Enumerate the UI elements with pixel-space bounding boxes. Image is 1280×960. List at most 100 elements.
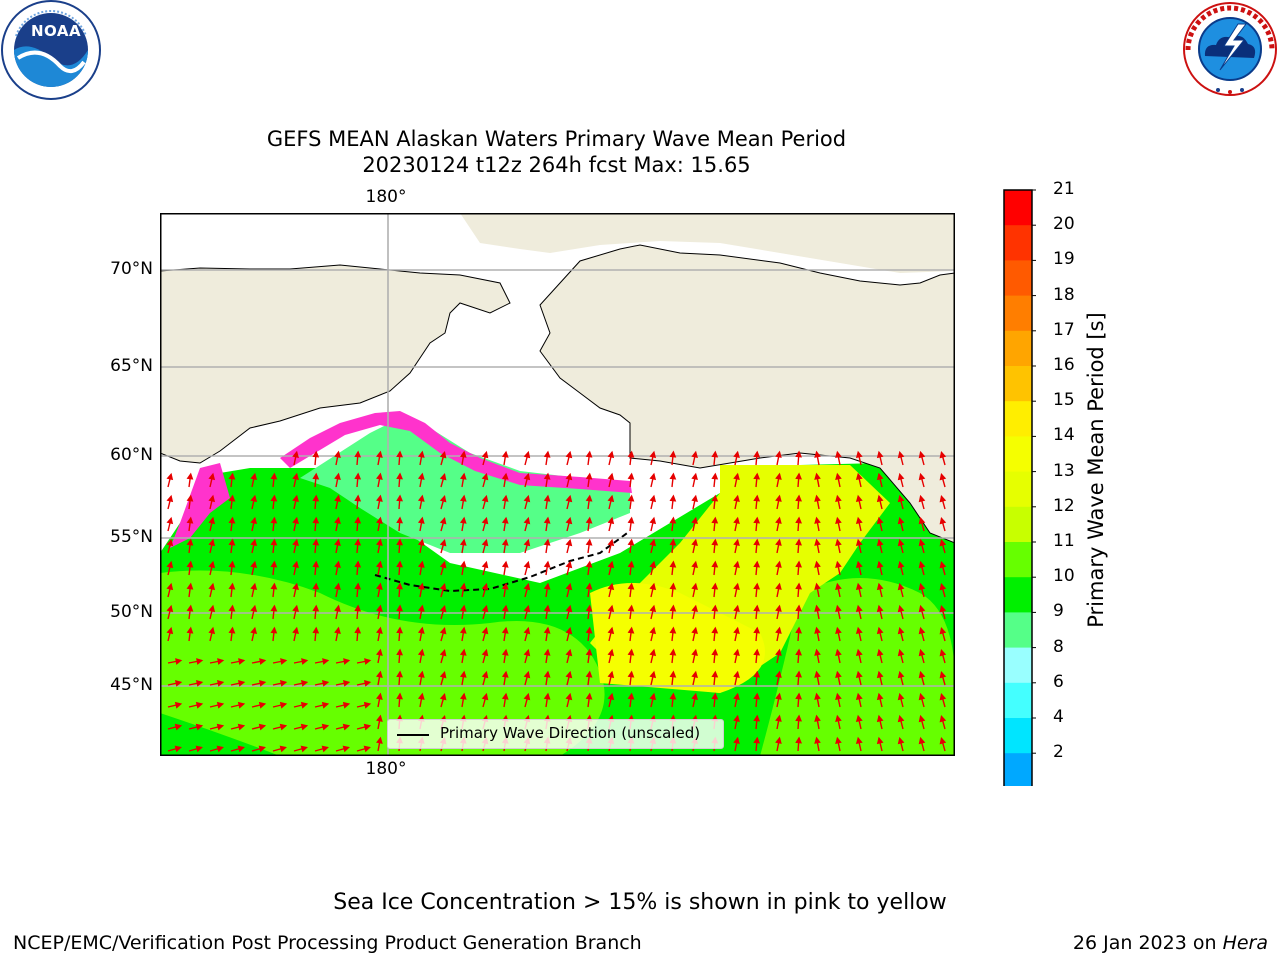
colorbar-tick-label: 21	[1053, 179, 1075, 199]
wave-arrow-head	[918, 648, 926, 657]
wave-arrow-head	[691, 648, 698, 657]
wave-arrow-head	[208, 560, 216, 569]
wave-arrow-head	[855, 648, 863, 657]
wave-arrow-head	[649, 450, 657, 459]
colorbar-tick-label: 2	[1053, 742, 1064, 763]
wave-arrow-head	[753, 472, 761, 480]
wave-arrow-head	[166, 582, 174, 591]
wave-arrow-head	[753, 516, 761, 524]
wave-arrow-head	[417, 494, 425, 502]
map-gridlines	[160, 213, 955, 756]
wave-arrow-head	[208, 516, 216, 525]
colorbar-segment	[1004, 542, 1032, 578]
wave-arrow-head	[459, 450, 467, 458]
wave-arrow-head	[691, 692, 698, 701]
wave-arrow-head	[585, 516, 593, 524]
wave-arrow-head	[565, 494, 573, 503]
wave-arrow-head	[354, 538, 362, 546]
wave-arrow-head	[334, 450, 341, 459]
wave-arrow-head	[691, 494, 698, 503]
colorbar-segment	[1004, 436, 1032, 473]
wave-arrow-head	[376, 516, 383, 524]
wave-arrow-head	[814, 692, 821, 700]
wave-arrow-head	[312, 472, 320, 480]
wave-arrow-head	[669, 450, 677, 458]
wave-arrow-head	[208, 626, 216, 635]
wave-arrow-head	[627, 560, 635, 568]
wave-arrow-head	[814, 472, 821, 480]
wave-arrow-head	[855, 714, 863, 723]
wave-arrow-head	[835, 538, 842, 547]
wave-arrow-head	[501, 494, 509, 502]
wave-arrow-head	[417, 516, 425, 524]
wave-arrow-head	[396, 516, 403, 524]
wave-arrow-head	[342, 680, 351, 687]
wave-arrow-head	[481, 494, 489, 503]
wave-arrow-head	[814, 604, 821, 612]
wave-arrow-head	[814, 560, 821, 568]
wave-arrow-head	[918, 516, 926, 525]
wave-arrow-head	[855, 472, 863, 481]
wave-arrow-head	[607, 560, 615, 569]
wave-arrow-head	[897, 692, 905, 701]
wave-arrow-head	[607, 494, 615, 503]
wave-arrow-head	[918, 560, 926, 569]
wave-arrow-head	[270, 516, 278, 524]
wave-arrow-head	[711, 670, 719, 678]
wave-arrow-head	[459, 582, 467, 590]
wave-arrow-head	[417, 648, 425, 656]
wave-arrow-head	[186, 582, 194, 590]
wave-arrow-head	[918, 494, 926, 503]
wave-arrow-head	[939, 451, 947, 459]
wave-arrow-head	[270, 582, 278, 590]
colorbar-segment	[1004, 682, 1032, 719]
wave-arrow-head	[565, 692, 573, 701]
colorbar-tick-label: 8	[1053, 636, 1064, 657]
wave-arrow-head	[795, 604, 802, 612]
wave-arrow-head	[876, 560, 884, 569]
wave-arrow-head	[501, 450, 509, 458]
wave-arrow-head	[814, 626, 821, 634]
colorbar	[1000, 186, 1038, 818]
wave-arrow-head	[459, 472, 467, 480]
wave-arrow-head	[354, 494, 362, 502]
wave-arrow-head	[855, 692, 863, 701]
wave-arrow-head	[627, 582, 635, 590]
footer-host: Hera	[1222, 932, 1268, 954]
wave-arrow-head	[918, 472, 926, 481]
wave-arrow-head	[354, 560, 362, 568]
wave-arrow-head	[585, 450, 593, 458]
lat-label-60: 60°N	[110, 445, 153, 465]
wave-arrow-head	[354, 516, 362, 524]
wave-arrow-head	[186, 560, 194, 568]
wave-arrow-head	[543, 560, 551, 568]
wave-arrow-head	[565, 516, 573, 525]
wave-arrow-head	[376, 538, 383, 546]
wave-arrow-head	[292, 516, 299, 525]
wave-arrow-head	[669, 494, 677, 502]
wave-arrow-head	[363, 723, 372, 731]
wave-arrow-head	[459, 648, 467, 656]
wave-arrow-head	[354, 626, 362, 634]
wave-arrow-head	[439, 517, 447, 525]
wave-arrow-head	[897, 604, 905, 613]
wave-arrow-head	[897, 736, 905, 745]
wave-arrow-head	[543, 494, 551, 502]
colorbar-tick-label: 4	[1053, 707, 1064, 727]
wave-arrow-head	[208, 472, 216, 481]
wave-arrow-head	[627, 648, 635, 656]
lat-label-55: 55°N	[110, 527, 153, 547]
wave-arrow-head	[175, 658, 183, 665]
wave-arrow-head	[627, 450, 635, 458]
colorbar-segment	[1004, 577, 1032, 613]
wave-arrow-head	[876, 450, 884, 459]
wave-arrow-head	[321, 701, 330, 709]
wave-arrow-head	[711, 450, 719, 458]
wave-arrow-head	[396, 582, 403, 590]
wave-arrow-head	[753, 494, 761, 502]
wave-arrow-head	[376, 472, 383, 480]
wave-arrow-head	[543, 472, 551, 480]
wave-arrow-head	[292, 494, 299, 503]
wave-arrow-head	[543, 626, 551, 634]
wave-arrow-head	[649, 494, 657, 503]
